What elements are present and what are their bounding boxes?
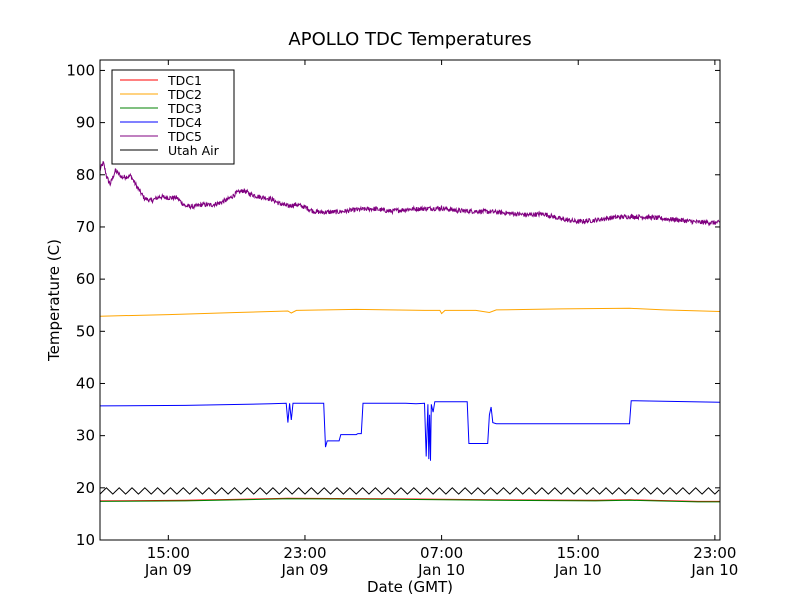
y-tick-label: 30 xyxy=(76,427,95,445)
x-tick-label-time: 15:00 xyxy=(147,544,190,562)
y-tick-label: 100 xyxy=(66,61,95,79)
legend-label: TDC1 xyxy=(167,73,202,88)
x-tick-label-date: Jan 10 xyxy=(417,561,465,579)
y-tick-label: 40 xyxy=(76,374,95,392)
y-tick-label: 70 xyxy=(76,218,95,236)
x-tick-label-date: Jan 09 xyxy=(144,561,192,579)
y-axis-label: Temperature (C) xyxy=(45,239,63,362)
legend-label: Utah Air xyxy=(168,143,220,158)
legend-label: TDC5 xyxy=(167,129,202,144)
y-tick-label: 60 xyxy=(76,270,95,288)
x-tick-label-time: 23:00 xyxy=(283,544,326,562)
y-tick-label: 20 xyxy=(76,479,95,497)
legend-label: TDC3 xyxy=(167,101,202,116)
x-axis-label: Date (GMT) xyxy=(367,578,453,596)
x-tick-label-time: 23:00 xyxy=(693,544,736,562)
chart-title: APOLLO TDC Temperatures xyxy=(288,29,531,50)
y-tick-label: 80 xyxy=(76,166,95,184)
x-tick-label-date: Jan 10 xyxy=(690,561,738,579)
x-tick-label-date: Jan 10 xyxy=(554,561,602,579)
x-tick-label-date: Jan 09 xyxy=(280,561,328,579)
legend-label: TDC2 xyxy=(167,87,202,102)
series-line-utah-air xyxy=(100,487,720,495)
series-line-tdc3 xyxy=(100,498,720,503)
y-tick-label: 90 xyxy=(76,114,95,132)
x-tick-label-time: 15:00 xyxy=(557,544,600,562)
series-line-tdc2 xyxy=(100,307,720,317)
x-tick-label-time: 07:00 xyxy=(420,544,463,562)
series-line-tdc4 xyxy=(100,400,720,461)
plot-area xyxy=(99,59,721,541)
series-line-tdc5 xyxy=(100,161,720,227)
y-tick-label: 10 xyxy=(76,531,95,549)
legend-box xyxy=(111,69,235,165)
series-layer xyxy=(100,161,720,503)
legend-label: TDC4 xyxy=(167,115,202,130)
y-tick-label: 50 xyxy=(76,322,95,340)
